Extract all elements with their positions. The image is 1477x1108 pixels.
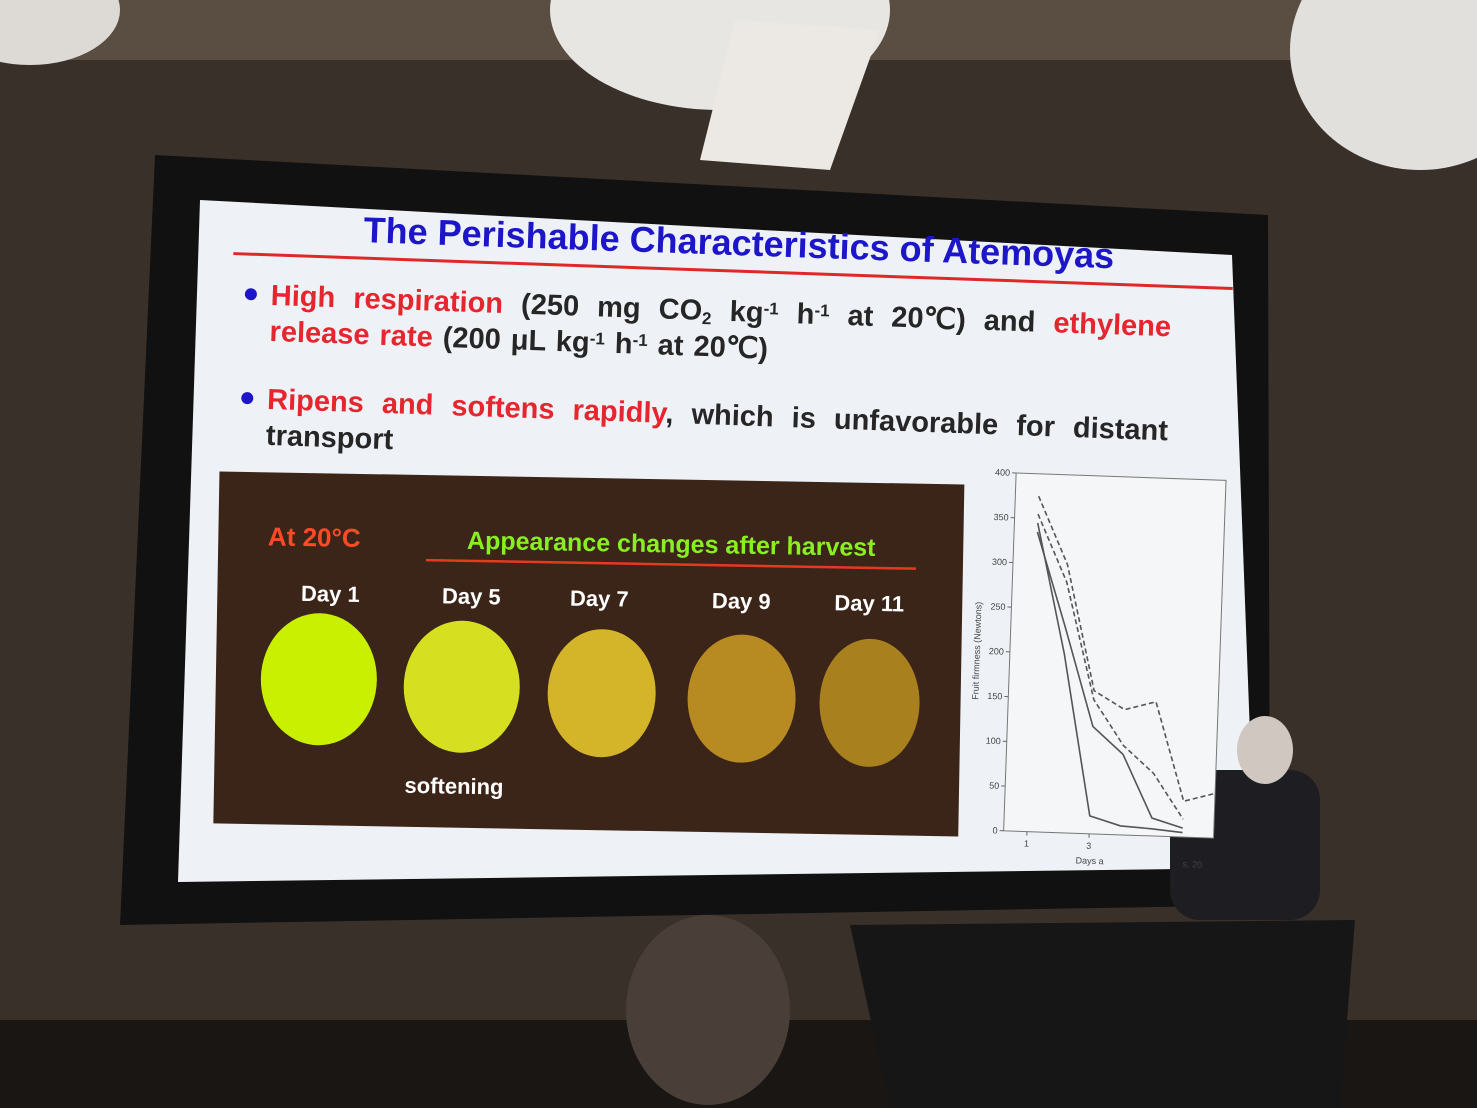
bullet-text: 2 bbox=[702, 309, 712, 328]
series-line bbox=[1037, 495, 1216, 803]
ceiling-dome bbox=[1290, 0, 1477, 170]
bullet-text: release rate bbox=[269, 316, 433, 354]
x-axis-label: Days a bbox=[1075, 855, 1103, 866]
condition-label: At 20°C bbox=[268, 521, 361, 553]
bullet-dot bbox=[244, 288, 257, 301]
bullet-text: ethylene bbox=[1053, 307, 1172, 343]
bullet-text: -1 bbox=[589, 329, 605, 349]
series-line bbox=[1036, 522, 1183, 834]
y-tick-label: 100 bbox=[986, 736, 1001, 747]
podium bbox=[850, 920, 1355, 1108]
bullet-line: High respiration (250 mg CO2 kg-1 h-1 at… bbox=[270, 280, 1171, 345]
y-tick-label: 0 bbox=[992, 825, 997, 835]
audience-head bbox=[626, 915, 790, 1105]
photo-panel: At 20°C Appearance changes after harvestD… bbox=[213, 471, 965, 837]
panel-underline bbox=[425, 558, 916, 570]
ceiling-beam bbox=[700, 20, 880, 170]
y-tick-label: 250 bbox=[990, 601, 1005, 612]
y-tick-label: 50 bbox=[989, 781, 999, 791]
bullet-text: at 20℃) and bbox=[829, 299, 1054, 339]
day-label: Day 5 bbox=[442, 583, 501, 609]
x-tick-label: 3 bbox=[1086, 841, 1091, 851]
title-underline bbox=[233, 252, 1233, 290]
bullet-line: transport bbox=[265, 420, 394, 456]
series-line bbox=[1036, 531, 1183, 829]
bullet-text: h bbox=[778, 298, 815, 331]
y-tick-label: 200 bbox=[989, 646, 1004, 657]
bullet-text: h bbox=[604, 328, 633, 361]
y-axis-label: Fruit firmness (Newtons) bbox=[970, 602, 983, 700]
bullet-text: -1 bbox=[763, 299, 779, 319]
fruit bbox=[403, 620, 520, 753]
fruit bbox=[547, 629, 656, 758]
day-label: Day 7 bbox=[570, 586, 629, 612]
bullet-text: -1 bbox=[814, 301, 830, 321]
y-tick-label: 400 bbox=[995, 467, 1010, 478]
series-line bbox=[1037, 513, 1184, 820]
day-label: Day 9 bbox=[712, 588, 771, 614]
softening-label: softening bbox=[404, 773, 503, 800]
presenter-head bbox=[1237, 716, 1293, 784]
day-label: Day 1 bbox=[301, 581, 360, 607]
bullet-text: transport bbox=[265, 420, 394, 456]
bullet-text: (250 mg CO bbox=[503, 288, 703, 327]
fruit bbox=[687, 634, 796, 763]
bullet-dot bbox=[241, 392, 254, 405]
bullet-text: -1 bbox=[632, 331, 648, 351]
fruits bbox=[260, 613, 920, 767]
slide: At 20°C Appearance changes after harvestD… bbox=[213, 209, 1233, 870]
bullet-text: kg bbox=[711, 295, 764, 329]
fruit bbox=[819, 638, 920, 767]
day-label: Day 11 bbox=[834, 590, 904, 616]
citation: s, 20 bbox=[1182, 859, 1202, 870]
x-tick-label: 1 bbox=[1024, 839, 1029, 849]
y-tick-label: 350 bbox=[993, 512, 1008, 523]
bullet-text: at 20℃) bbox=[647, 329, 768, 365]
chart-plot-area bbox=[1003, 472, 1227, 839]
ceiling-dome bbox=[0, 0, 120, 65]
y-tick-label: 300 bbox=[992, 557, 1007, 568]
bullet-text: (200 μL kg bbox=[432, 322, 590, 359]
bullet-line: release rate (200 μL kg-1 h-1 at 20℃) bbox=[269, 316, 768, 365]
y-tick-label: 150 bbox=[987, 691, 1002, 702]
fruit bbox=[260, 613, 377, 746]
